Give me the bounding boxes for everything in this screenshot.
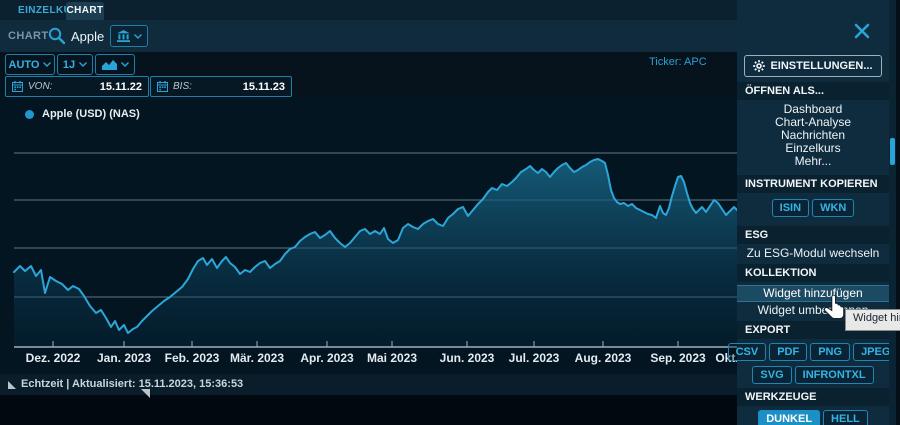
x-axis-label: Feb. 2023 — [164, 351, 220, 365]
menu-item-mehr[interactable]: Mehr... — [794, 154, 832, 168]
status-bar: Echtzeit | Aktualisiert: 15.11.2023, 15:… — [0, 374, 900, 395]
date-from-label: VON: — [28, 81, 53, 92]
x-axis-ticks — [52, 341, 743, 347]
export-pdf-button[interactable]: PDF — [769, 343, 808, 361]
chevron-down-icon — [133, 33, 142, 39]
search-icon[interactable] — [47, 26, 66, 45]
export-csv-button[interactable]: CSV — [727, 343, 767, 361]
menu-item-nachrichten[interactable]: Nachrichten — [780, 128, 846, 142]
calendar-icon — [157, 81, 168, 92]
close-icon[interactable] — [853, 22, 871, 40]
gear-icon — [753, 60, 766, 72]
period-value: 1J — [62, 58, 76, 71]
x-axis-label: Apr. 2023 — [300, 351, 354, 365]
tooltip: Widget hinzu — [845, 309, 900, 331]
export-infrontxl-button[interactable]: INFRONTXL — [794, 366, 874, 384]
bank-icon — [116, 30, 130, 42]
wkn-button[interactable]: WKN — [812, 199, 855, 217]
x-axis-label: Aug. 2023 — [574, 351, 632, 365]
menu-scrollbar-thumb[interactable] — [890, 138, 895, 165]
isin-button[interactable]: ISIN — [771, 199, 810, 217]
theme-dunkel-button[interactable]: DUNKEL — [758, 410, 821, 425]
widget-title: CHART — [8, 30, 49, 42]
chart-type-dropdown[interactable] — [95, 54, 135, 75]
legend-dot-icon — [25, 109, 34, 119]
x-axis-label: Mär. 2023 — [229, 351, 285, 365]
context-menu: EINSTELLUNGEN... ÖFFNEN ALS... Dashboard… — [727, 0, 899, 425]
menu-item-chart-analyse[interactable]: Chart-Analyse — [774, 115, 852, 129]
date-from-value: 15.11.22 — [99, 80, 142, 93]
price-area — [14, 159, 742, 347]
window-edge — [896, 0, 900, 425]
exchange-dropdown[interactable] — [110, 25, 148, 47]
tab-bar — [0, 0, 900, 20]
chart-legend[interactable]: Apple (USD) (NAS) — [25, 108, 140, 120]
section-open-as: ÖFFNEN ALS... — [737, 82, 889, 100]
ticker-label: Ticker: APC — [649, 56, 707, 68]
date-from-field[interactable]: VON: 15.11.22 — [5, 76, 149, 97]
menu-item-esg-modul[interactable]: Zu ESG-Modul wechseln — [746, 246, 880, 260]
theme-hell-button[interactable]: HELL — [823, 410, 868, 425]
resize-corner-icon[interactable] — [8, 381, 16, 389]
resolution-value: AUTO — [8, 58, 40, 71]
export-jpeg-button[interactable]: JPEG — [853, 343, 899, 361]
date-to-value: 15.11.23 — [242, 80, 285, 93]
period-dropdown[interactable]: 1J — [57, 54, 93, 75]
section-instrument-kopieren: INSTRUMENT KOPIEREN — [737, 175, 889, 193]
section-esg: ESG — [737, 226, 889, 244]
resolution-dropdown[interactable]: AUTO — [5, 54, 55, 75]
legend-label: Apple (USD) (NAS) — [42, 108, 140, 120]
x-axis-label: Mai 2023 — [366, 351, 418, 365]
section-kollektion: KOLLEKTION — [737, 264, 889, 282]
x-axis-label: Jan. 2023 — [96, 351, 152, 365]
x-axis-label: Jun. 2023 — [439, 351, 495, 365]
menu-item-dashboard[interactable]: Dashboard — [783, 102, 843, 116]
price-line — [13, 158, 743, 334]
calendar-icon — [12, 81, 23, 92]
date-to-field[interactable]: BIS: 15.11.23 — [150, 76, 292, 97]
status-text: Echtzeit | Aktualisiert: 15.11.2023, 15:… — [21, 378, 244, 390]
settings-button[interactable]: EINSTELLUNGEN... — [744, 55, 882, 77]
export-png-button[interactable]: PNG — [810, 343, 851, 361]
chevron-down-icon — [79, 62, 88, 67]
settings-label: EINSTELLUNGEN... — [770, 60, 873, 72]
tab-einzelkurs[interactable]: EINZELKURS — [18, 5, 86, 16]
chevron-down-icon — [43, 62, 52, 67]
area-chart-icon — [101, 59, 117, 70]
instrument-name[interactable]: Apple — [71, 29, 105, 44]
chevron-down-icon — [120, 62, 129, 67]
section-werkzeuge: WERKZEUGE — [737, 388, 889, 406]
x-axis-label: Dez. 2022 — [25, 351, 81, 365]
menu-scrollbar-track[interactable] — [889, 0, 896, 425]
export-svg-button[interactable]: SVG — [752, 366, 792, 384]
date-to-label: BIS: — [173, 81, 192, 92]
menu-resize-handle-icon[interactable] — [141, 389, 150, 398]
mouse-cursor-icon — [824, 295, 845, 319]
x-axis-label: Jul. 2023 — [508, 351, 560, 365]
menu-item-einzelkurs[interactable]: Einzelkurs — [785, 141, 841, 155]
tab-chart[interactable]: CHART — [66, 2, 104, 20]
x-axis-label: Sep. 2023 — [650, 351, 706, 365]
menu-item-widget-hinzufuegen[interactable]: Widget hinzufügen — [737, 285, 889, 302]
